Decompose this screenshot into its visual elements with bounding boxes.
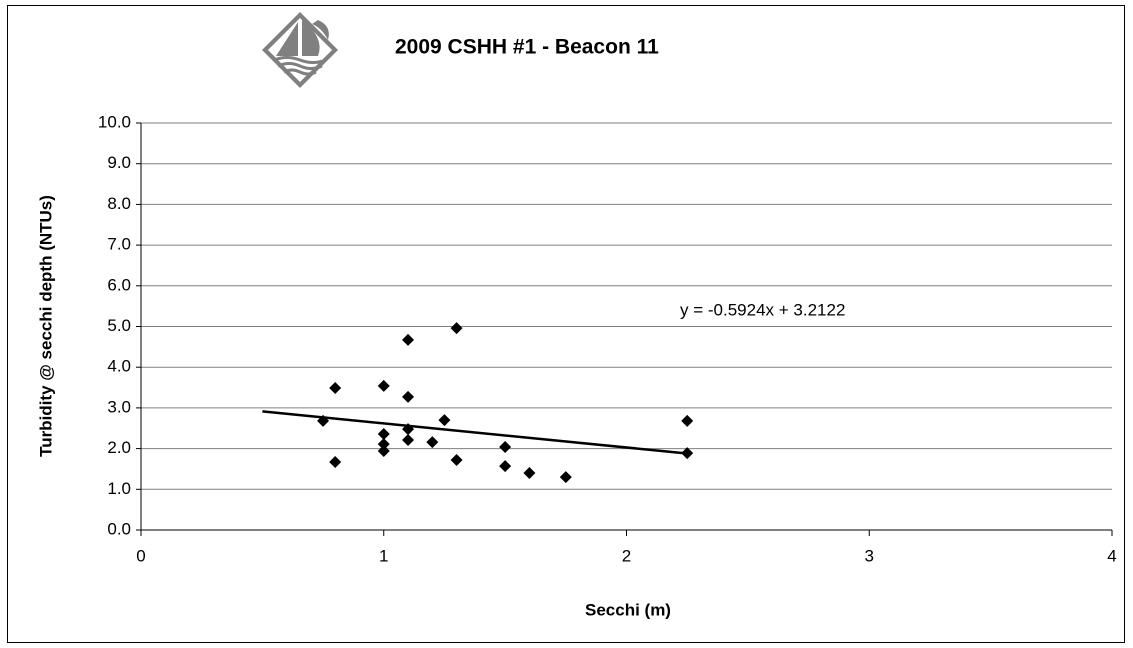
y-tick-label: 2.0 (107, 438, 131, 457)
y-tick-label: 0.0 (107, 519, 131, 538)
point (329, 456, 342, 469)
point (402, 434, 415, 447)
point (559, 471, 572, 484)
chart-title: 2009 CSHH #1 - Beacon 11 (395, 36, 659, 59)
point (377, 445, 390, 458)
y-tick-label: 10.0 (98, 112, 131, 131)
x-tick-label: 1 (379, 546, 388, 565)
point (402, 333, 415, 346)
y-tick-label: 3.0 (107, 397, 131, 416)
x-tick-label: 3 (865, 546, 874, 565)
point (438, 414, 451, 427)
y-tick-label: 8.0 (107, 194, 131, 213)
point (329, 381, 342, 394)
point (499, 440, 512, 453)
chart-frame (7, 5, 1125, 643)
point (681, 414, 694, 427)
point (377, 427, 390, 440)
y-tick-label: 9.0 (107, 153, 131, 172)
x-axis-label: Secchi (m) (585, 600, 671, 619)
point (450, 322, 463, 335)
x-tick-label: 2 (622, 546, 631, 565)
x-tick-label: 4 (1107, 546, 1116, 565)
point (523, 467, 536, 480)
y-tick-label: 5.0 (107, 316, 131, 335)
point (377, 379, 390, 392)
point (377, 438, 390, 451)
y-axis-label: Turbidity @ secchi depth (NTUs) (36, 195, 55, 457)
point (499, 460, 512, 473)
y-tick-label: 1.0 (107, 479, 131, 498)
y-tick-label: 4.0 (107, 357, 131, 376)
y-tick-label: 6.0 (107, 275, 131, 294)
point (402, 390, 415, 403)
x-tick-label: 0 (136, 546, 145, 565)
point (402, 423, 415, 436)
logo (262, 12, 338, 88)
trendline-label: y = -0.5924x + 3.2122 (680, 300, 845, 319)
trendline (262, 410, 688, 455)
point (426, 436, 439, 449)
point (450, 453, 463, 466)
y-tick-label: 7.0 (107, 235, 131, 254)
point (317, 414, 330, 427)
point (681, 447, 694, 460)
